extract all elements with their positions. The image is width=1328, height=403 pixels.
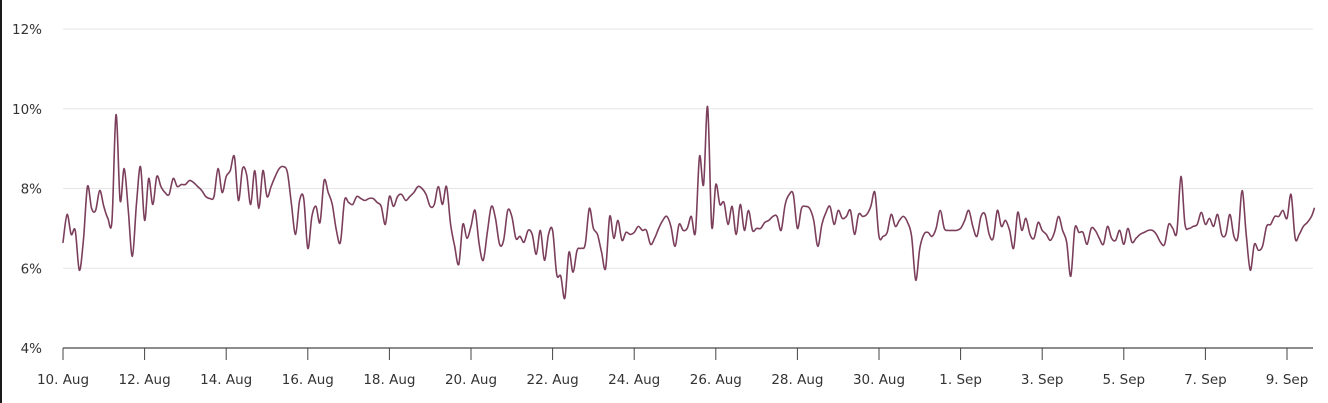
x-tick-label: 28. Aug xyxy=(771,372,823,388)
x-tick-label: 24. Aug xyxy=(608,372,660,388)
x-tick-label: 18. Aug xyxy=(363,372,415,388)
x-tick-label: 20. Aug xyxy=(445,372,497,388)
series-line xyxy=(62,105,1316,300)
x-tick-label: 10. Aug xyxy=(37,372,89,388)
x-tick-label: 22. Aug xyxy=(527,372,579,388)
y-tick-label: 4% xyxy=(21,341,43,357)
x-tick-label: 16. Aug xyxy=(282,372,334,388)
y-axis: 4% 6% 8% 10% 12% xyxy=(12,22,42,357)
x-tick-label: 5. Sep xyxy=(1102,372,1145,388)
y-tick-label: 6% xyxy=(21,261,43,277)
y-tick-label: 8% xyxy=(21,182,43,198)
x-axis: 10. Aug 12. Aug 14. Aug 16. Aug 18. Aug 20. A… xyxy=(37,347,1313,388)
x-tick-label: 1. Sep xyxy=(939,372,982,388)
x-tick-label: 12. Aug xyxy=(119,372,171,388)
x-tick-label: 3. Sep xyxy=(1021,372,1064,388)
gridlines xyxy=(63,28,1313,269)
x-tick-label: 26. Aug xyxy=(690,372,742,388)
x-tick-label: 30. Aug xyxy=(853,372,905,388)
y-tick-label: 10% xyxy=(12,102,42,118)
y-tick-label: 12% xyxy=(12,22,42,38)
x-tick-label: 9. Sep xyxy=(1266,372,1309,388)
x-tick-label: 7. Sep xyxy=(1184,372,1227,388)
x-tick-label: 14. Aug xyxy=(200,372,252,388)
